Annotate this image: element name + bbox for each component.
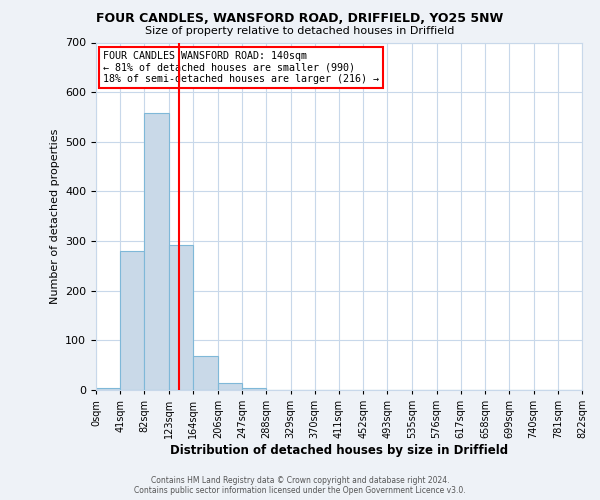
Bar — [242, 388, 266, 390]
Bar — [120, 251, 145, 390]
X-axis label: Distribution of detached houses by size in Driffield: Distribution of detached houses by size … — [170, 444, 508, 457]
Text: Size of property relative to detached houses in Driffield: Size of property relative to detached ho… — [145, 26, 455, 36]
Text: FOUR CANDLES WANSFORD ROAD: 140sqm
← 81% of detached houses are smaller (990)
18: FOUR CANDLES WANSFORD ROAD: 140sqm ← 81%… — [103, 51, 379, 84]
Text: FOUR CANDLES, WANSFORD ROAD, DRIFFIELD, YO25 5NW: FOUR CANDLES, WANSFORD ROAD, DRIFFIELD, … — [97, 12, 503, 26]
Bar — [96, 388, 120, 390]
Bar — [193, 356, 218, 390]
Bar — [218, 383, 242, 390]
Text: Contains HM Land Registry data © Crown copyright and database right 2024.: Contains HM Land Registry data © Crown c… — [151, 476, 449, 485]
Y-axis label: Number of detached properties: Number of detached properties — [50, 128, 59, 304]
Text: Contains public sector information licensed under the Open Government Licence v3: Contains public sector information licen… — [134, 486, 466, 495]
Bar — [145, 114, 169, 390]
Bar — [169, 244, 193, 390]
